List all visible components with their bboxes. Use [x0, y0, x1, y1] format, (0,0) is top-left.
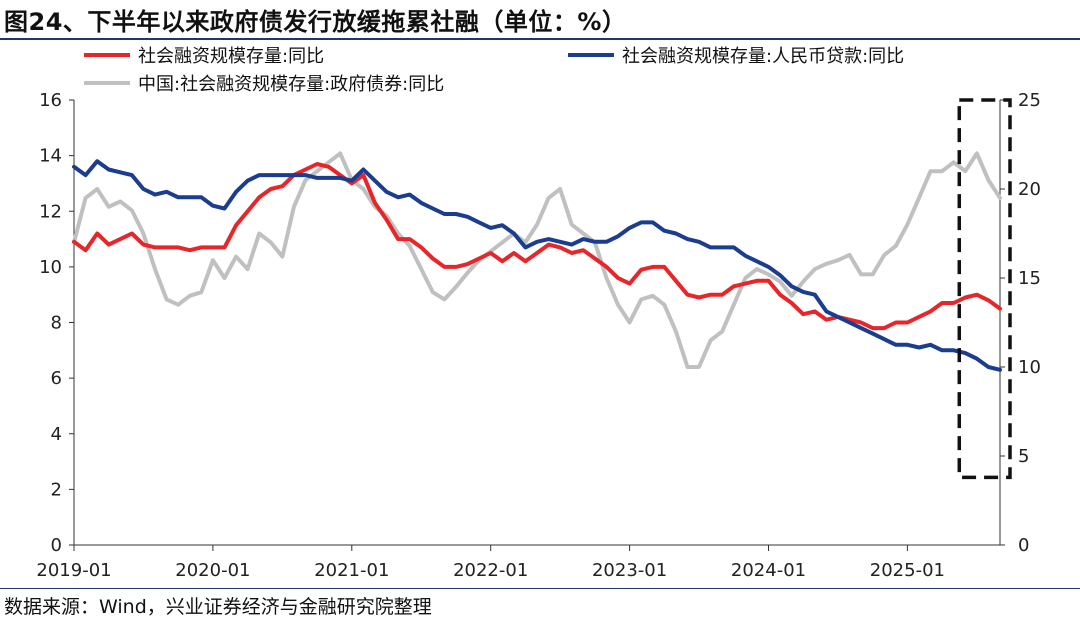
y-left-tick-label: 2 — [51, 479, 62, 500]
legend-item-gov-bonds: 中国:社会融资规模存量:政府债券:同比 — [84, 70, 444, 96]
x-tick-label: 2019-01 — [36, 560, 111, 581]
y-right-tick-label: 25 — [1018, 90, 1041, 111]
source-divider — [0, 588, 1080, 589]
title-divider — [0, 38, 1080, 40]
y-right-tick-label: 5 — [1018, 446, 1029, 467]
legend-item-rmb-loans: 社会融资规模存量:人民币贷款:同比 — [568, 42, 904, 68]
y-left-tick-label: 14 — [39, 146, 62, 167]
legend-label: 社会融资规模存量:同比 — [138, 46, 325, 67]
chart-title: 图24、下半年以来政府债发行放缓拖累社融（单位：%） — [4, 8, 627, 36]
highlight-box — [957, 98, 1012, 480]
legend-swatch-gray — [84, 81, 130, 85]
legend-swatch-blue — [568, 53, 614, 57]
y-right-tick-label: 0 — [1018, 535, 1029, 556]
y-left-tick-label: 10 — [39, 257, 62, 278]
y-left-tick-label: 0 — [51, 535, 62, 556]
line-chart: 0 2 4 6 8 10 12 14 16 0 5 10 15 20 25 2019-01 2020-01 202… — [36, 90, 1041, 581]
x-tick-label: 2024-01 — [731, 560, 806, 581]
y-right-tick-label: 15 — [1018, 268, 1041, 289]
x-tick-label: 2025-01 — [870, 560, 945, 581]
x-tick-label: 2023-01 — [592, 560, 667, 581]
x-tick-label: 2020-01 — [175, 560, 250, 581]
series-line-2 — [72, 151, 1002, 369]
legend-label: 社会融资规模存量:人民币贷款:同比 — [622, 46, 905, 67]
y-left-tick-label: 8 — [51, 313, 62, 334]
series-line-0 — [72, 162, 1002, 331]
x-tick-label: 2021-01 — [314, 560, 389, 581]
y-left-tick-label: 12 — [39, 201, 62, 222]
y-right-tick-label: 20 — [1018, 179, 1041, 200]
legend-swatch-red — [84, 53, 130, 57]
y-left-tick-label: 6 — [51, 368, 62, 389]
source-note: 数据来源：Wind，兴业证券经济与金融研究院整理 — [4, 596, 432, 618]
legend-item-total-financing: 社会融资规模存量:同比 — [84, 42, 324, 68]
legend-label: 中国:社会融资规模存量:政府债券:同比 — [138, 74, 445, 95]
y-left-tick-label: 4 — [51, 424, 62, 445]
y-right-tick-label: 10 — [1018, 357, 1041, 378]
series-line-1 — [72, 159, 1002, 372]
y-left-tick-label: 16 — [39, 90, 62, 111]
x-tick-label: 2022-01 — [453, 560, 528, 581]
